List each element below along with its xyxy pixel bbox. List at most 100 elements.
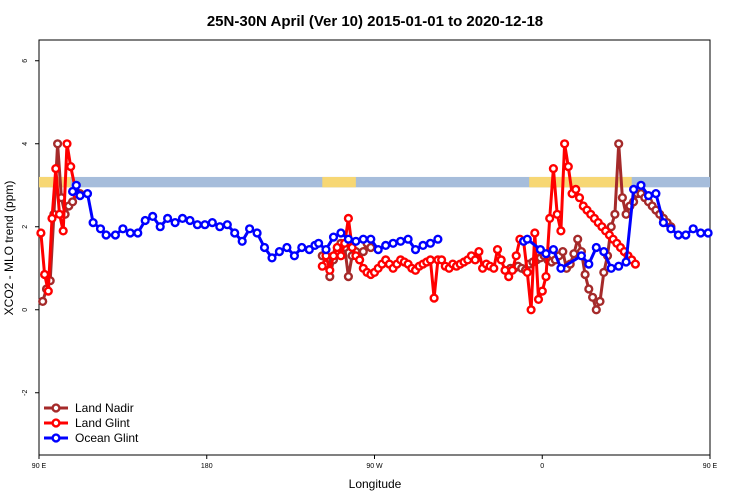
- data-point: [433, 234, 443, 244]
- data-point: [140, 215, 150, 226]
- data-point: [571, 184, 581, 195]
- data-point: [267, 253, 277, 263]
- data-point: [88, 218, 98, 228]
- data-point: [343, 234, 354, 244]
- data-point: [67, 186, 78, 197]
- data-point: [606, 263, 616, 273]
- data-point: [651, 189, 661, 199]
- data-point: [230, 228, 240, 238]
- series-line: [39, 142, 78, 293]
- data-point: [245, 224, 255, 234]
- data-point: [351, 236, 361, 246]
- data-point: [101, 230, 111, 240]
- series-land-glint: [36, 139, 641, 315]
- data-point: [587, 292, 598, 302]
- data-point: [584, 259, 594, 269]
- data-point: [658, 218, 669, 228]
- x-tick-label: 90 W: [366, 463, 383, 470]
- data-point: [545, 213, 555, 224]
- data-point: [396, 236, 406, 246]
- data-point: [591, 242, 601, 253]
- legend-label: Land Glint: [75, 416, 130, 430]
- data-point: [71, 180, 81, 190]
- data-point: [43, 286, 53, 296]
- data-point: [621, 257, 631, 267]
- data-point: [38, 296, 48, 307]
- data-point: [36, 228, 46, 238]
- legend-label: Land Nadir: [75, 401, 134, 415]
- chart-title: 25N-30N April (Ver 10) 2015-01-01 to 202…: [207, 13, 543, 30]
- data-point: [614, 139, 624, 149]
- data-point: [533, 294, 544, 305]
- data-point: [336, 251, 346, 261]
- data-point: [325, 265, 335, 275]
- data-point: [614, 261, 624, 271]
- data-point: [82, 189, 93, 199]
- data-point: [559, 139, 570, 149]
- data-point: [636, 180, 646, 190]
- data-point: [617, 193, 628, 203]
- land-band-segment: [322, 176, 356, 188]
- data-point: [336, 228, 346, 238]
- data-point: [556, 226, 566, 236]
- data-point: [328, 232, 339, 242]
- data-point: [381, 240, 391, 251]
- data-point: [95, 224, 106, 234]
- y-axis: -2 0 2 4 6: [22, 59, 39, 396]
- legend-label: Ocean Glint: [75, 431, 139, 445]
- data-point: [621, 209, 631, 219]
- data-point: [591, 305, 601, 315]
- data-point: [237, 236, 247, 246]
- data-point: [548, 164, 559, 174]
- data-point: [599, 247, 609, 257]
- y-tick-label: 2: [22, 225, 29, 229]
- data-point: [630, 259, 641, 269]
- data-point: [215, 222, 225, 232]
- land-mask-band: [39, 176, 710, 188]
- data-point: [328, 251, 339, 261]
- land-band-segment: [529, 176, 632, 188]
- data-point: [185, 215, 195, 226]
- data-point: [410, 245, 421, 255]
- data-point: [47, 213, 57, 224]
- data-point: [418, 240, 428, 251]
- x-tick-label: 180: [201, 463, 213, 470]
- x-axis: 90 E 180 90 W 0 90 E: [32, 455, 718, 470]
- data-point: [170, 218, 180, 228]
- data-point: [304, 245, 314, 255]
- data-point: [507, 265, 518, 275]
- y-tick-label: -2: [22, 390, 29, 396]
- data-point: [358, 247, 368, 257]
- data-point: [643, 191, 654, 201]
- data-point: [492, 245, 503, 255]
- data-point: [75, 191, 85, 201]
- data-point: [163, 213, 173, 224]
- data-point: [66, 162, 76, 172]
- data-point: [681, 230, 691, 240]
- data-point: [222, 220, 232, 230]
- data-point: [252, 228, 262, 238]
- data-point: [373, 245, 383, 255]
- series-layer: [36, 139, 713, 315]
- data-point: [666, 224, 676, 234]
- data-point: [118, 224, 128, 234]
- data-point: [355, 255, 365, 265]
- data-point: [474, 247, 484, 257]
- y-tick-label: 4: [22, 142, 29, 146]
- data-point: [274, 247, 285, 257]
- data-point: [282, 242, 292, 253]
- y-axis-label: XCO2 - MLO trend (ppm): [2, 181, 16, 316]
- data-point: [703, 228, 713, 238]
- data-point: [192, 220, 203, 230]
- data-point: [580, 269, 590, 280]
- x-tick-label: 90 E: [703, 463, 718, 470]
- data-point: [155, 222, 165, 232]
- data-point: [558, 247, 568, 257]
- series-land-nadir: [38, 139, 676, 315]
- data-point: [696, 228, 706, 238]
- data-point: [610, 209, 620, 219]
- data-point: [314, 238, 324, 248]
- data-point: [688, 224, 698, 234]
